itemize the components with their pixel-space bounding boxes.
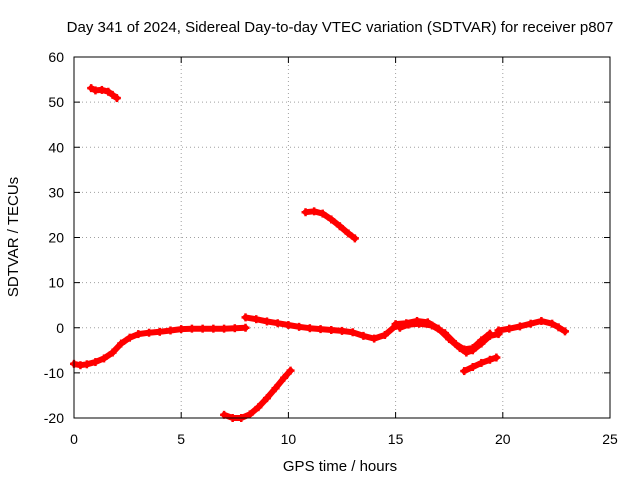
data-point	[485, 329, 494, 338]
data-point	[526, 319, 535, 328]
data-point	[230, 324, 239, 333]
data-point	[468, 344, 477, 353]
data-point	[280, 373, 289, 382]
data-point	[245, 410, 254, 419]
data-point	[370, 334, 379, 343]
data-point	[301, 208, 310, 217]
data-point	[220, 324, 229, 333]
y-axis-label: SDTVAR / TECUs	[5, 177, 22, 297]
data-point	[494, 326, 503, 335]
data-point	[505, 324, 514, 333]
data-point	[125, 333, 134, 342]
y-tick-label: 0	[56, 320, 64, 336]
x-tick-label: 10	[281, 431, 297, 447]
data-point	[187, 324, 196, 333]
chart-title: Day 341 of 2024, Sidereal Day-to-day VTE…	[67, 19, 614, 36]
data-point	[318, 209, 327, 218]
data-point	[391, 320, 400, 329]
data-point	[327, 326, 336, 335]
y-tick-label: 20	[48, 230, 64, 246]
data-point	[166, 326, 175, 335]
data-point	[241, 313, 250, 322]
y-tick-label: 40	[48, 139, 64, 155]
x-axis-label: GPS time / hours	[283, 458, 397, 475]
data-point	[145, 328, 154, 337]
data-point	[100, 354, 109, 363]
x-tick-labels: 0 5 10 15 20 25	[70, 431, 618, 447]
data-point	[252, 315, 261, 324]
data-point	[548, 319, 557, 328]
grid-lines	[74, 57, 610, 418]
y-tick-label: 50	[48, 94, 64, 110]
data-point	[485, 355, 494, 364]
axis-ticks	[73, 56, 611, 419]
data-point	[468, 363, 477, 372]
data-point	[348, 328, 357, 337]
data-point	[87, 84, 96, 93]
y-tick-label: 10	[48, 275, 64, 291]
data-point	[560, 327, 569, 336]
data-point	[241, 323, 250, 332]
y-tick-label: -10	[44, 365, 64, 381]
data-point	[460, 367, 469, 376]
data-point	[477, 336, 486, 345]
y-tick-label: -20	[44, 410, 64, 426]
data-series	[70, 84, 569, 422]
series-band-late-b	[396, 320, 493, 353]
data-point	[492, 353, 501, 362]
data-point	[310, 207, 319, 216]
data-point	[286, 366, 295, 375]
data-point	[554, 323, 563, 332]
data-point	[515, 322, 524, 331]
data-point	[262, 394, 271, 403]
data-point	[104, 87, 113, 96]
data-point	[344, 229, 353, 238]
x-tick-label: 5	[177, 431, 185, 447]
data-point	[254, 403, 263, 412]
data-point	[477, 358, 486, 367]
data-point	[155, 327, 164, 336]
data-point	[271, 384, 280, 393]
x-tick-label: 0	[70, 431, 78, 447]
data-point	[112, 94, 121, 103]
data-point	[404, 320, 413, 329]
data-point	[209, 324, 218, 333]
data-point	[316, 325, 325, 334]
data-point	[177, 325, 186, 334]
x-tick-label: 20	[495, 431, 511, 447]
data-point	[305, 324, 314, 333]
data-point	[460, 345, 469, 354]
data-point	[359, 331, 368, 340]
y-tick-label: 60	[48, 49, 64, 65]
data-point	[108, 348, 117, 357]
data-point	[350, 234, 359, 243]
y-tick-labels: -20 -10 0 10 20 30 40 50 60	[44, 49, 64, 426]
x-tick-label: 15	[388, 431, 404, 447]
data-point	[117, 339, 126, 348]
data-point	[108, 90, 117, 99]
data-point	[284, 321, 293, 330]
y-tick-label: 30	[48, 184, 64, 200]
data-point	[537, 316, 546, 325]
data-point	[327, 215, 336, 224]
data-point	[415, 319, 424, 328]
data-point	[380, 330, 389, 339]
data-point	[295, 322, 304, 331]
data-point	[91, 358, 100, 367]
x-tick-label: 25	[602, 431, 618, 447]
data-point	[262, 317, 271, 326]
data-point	[335, 222, 344, 231]
data-point	[273, 319, 282, 328]
data-point	[440, 329, 449, 338]
data-point	[338, 326, 346, 335]
data-point	[134, 330, 143, 339]
data-point	[198, 324, 207, 333]
data-point	[97, 85, 106, 94]
data-point	[82, 360, 91, 369]
data-point	[428, 321, 437, 330]
data-point	[451, 339, 460, 348]
data-point	[395, 323, 404, 332]
